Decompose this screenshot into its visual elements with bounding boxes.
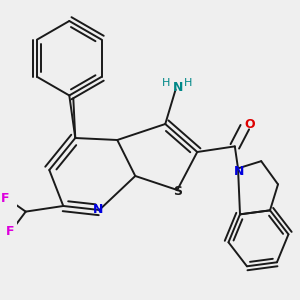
Text: N: N [172, 81, 183, 94]
Text: N: N [234, 165, 244, 178]
Text: F: F [6, 225, 15, 238]
Text: S: S [174, 185, 183, 199]
Text: H: H [161, 78, 170, 88]
Text: H: H [183, 78, 192, 88]
Text: F: F [1, 191, 9, 205]
Text: O: O [244, 118, 255, 131]
Text: N: N [93, 203, 103, 217]
